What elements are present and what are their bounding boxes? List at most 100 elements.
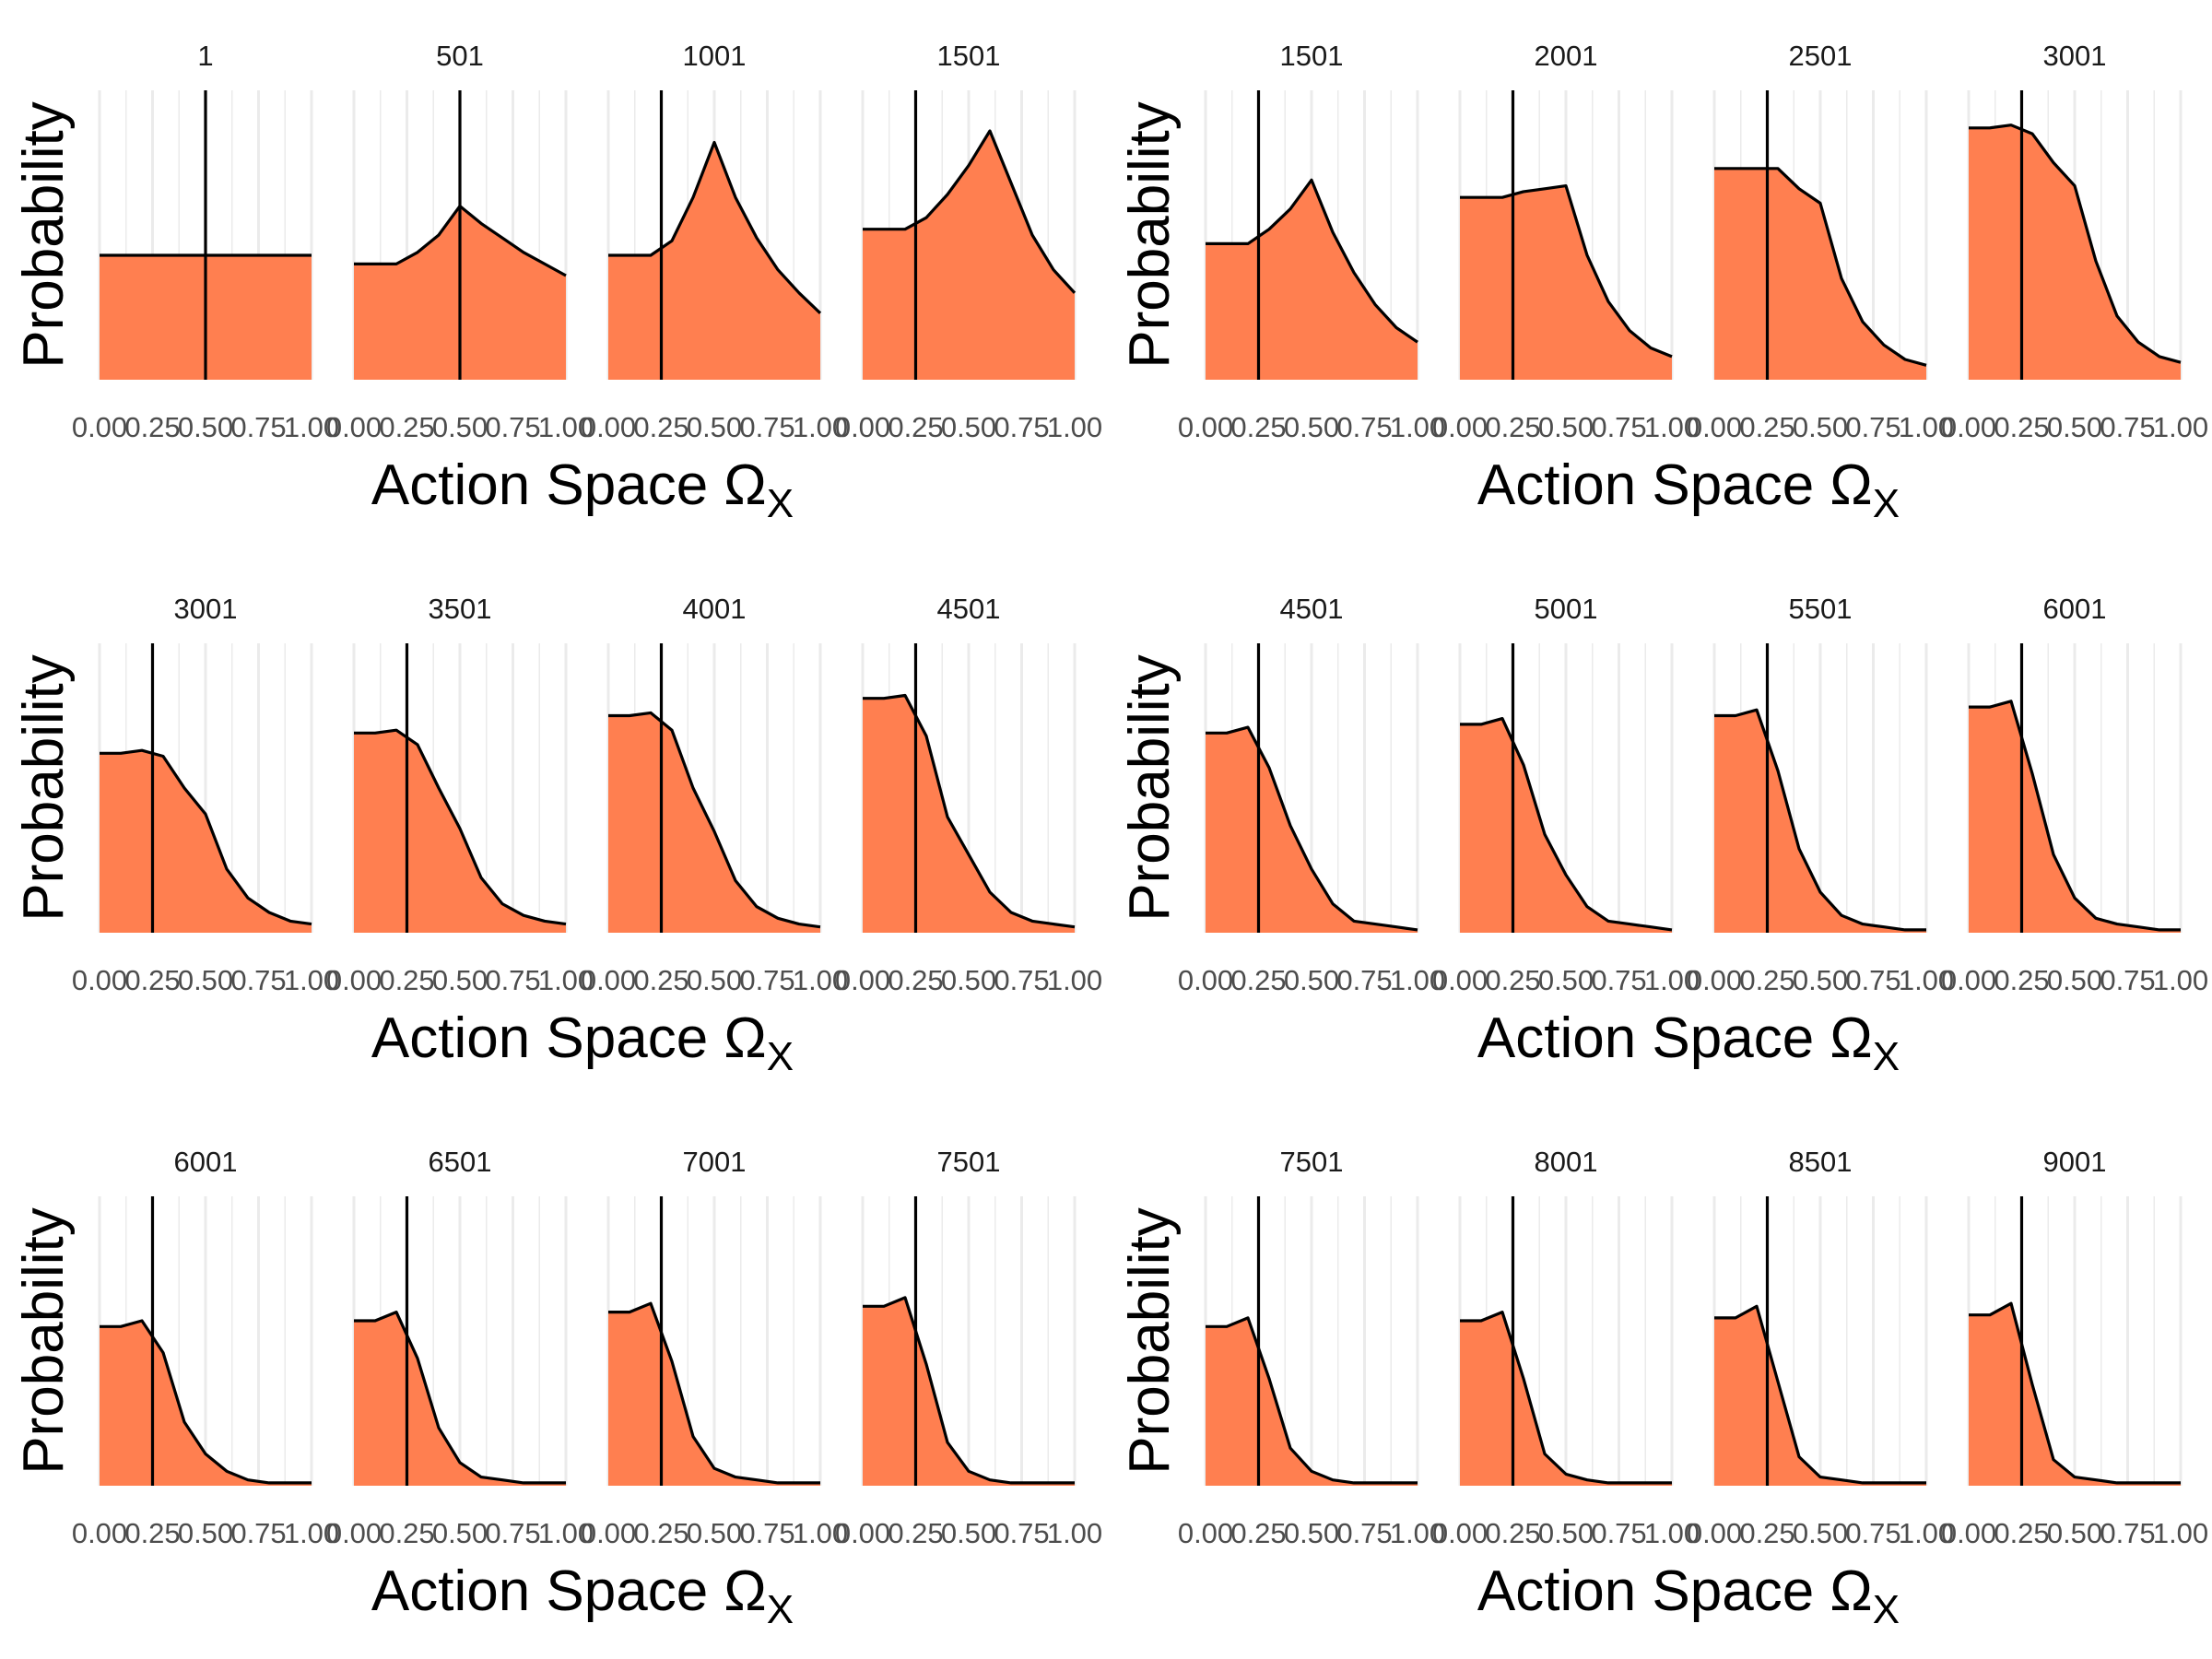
x-tick-label: 0.00	[1178, 1517, 1233, 1549]
density-line	[1969, 124, 2182, 364]
density-line	[1460, 1310, 1672, 1485]
facet-title: 4501	[937, 593, 1001, 625]
x-tick-label: 1.00	[284, 411, 339, 443]
facet-title: 1501	[1280, 40, 1344, 72]
x-tick-label: 1.00	[538, 964, 594, 996]
density-line	[1460, 184, 1673, 359]
x-axis-label-main: Action Space Ω	[371, 1006, 767, 1070]
x-tick-label: 1.00	[284, 1517, 339, 1549]
facet-title: 5501	[1789, 593, 1853, 625]
x-tick-label: 0.00	[1432, 964, 1488, 996]
x-tick-label: 1.00	[1390, 964, 1445, 996]
x-tick-label: 1.00	[2153, 1517, 2208, 1549]
x-tick-label: 0.50	[2047, 411, 2102, 443]
x-tick-label: 0.25	[124, 964, 180, 996]
x-tick-label: 1.00	[1899, 964, 1954, 996]
x-tick-label: 0.00	[835, 964, 890, 996]
density-line	[608, 140, 822, 314]
x-tick-label: 0.00	[1687, 964, 1742, 996]
x-tick-label: 1.00	[793, 1517, 848, 1549]
x-tick-label: 0.75	[2100, 1517, 2155, 1549]
x-tick-label: 0.25	[1230, 411, 1286, 443]
facet-title: 1001	[683, 40, 747, 72]
y-axis-label: Probability	[12, 101, 76, 368]
y-axis-label: Probability	[12, 1207, 76, 1474]
x-tick-label: 0.75	[739, 964, 794, 996]
x-tick-label: 0.50	[2047, 1517, 2102, 1549]
x-tick-label: 1.00	[538, 411, 594, 443]
x-tick-label: 0.75	[485, 964, 540, 996]
facet-panel: 2001 0.000.250.500.751.00	[1432, 40, 1700, 443]
y-axis-label: Probability	[1118, 654, 1182, 921]
x-tick-label: 0.50	[178, 964, 233, 996]
facet-title: 7501	[1280, 1146, 1344, 1178]
facet-title: 3001	[174, 593, 238, 625]
x-axis-label-subscript: X	[767, 1034, 794, 1079]
density-line	[1460, 716, 1673, 932]
x-tick-label: 1.00	[538, 1517, 594, 1549]
density-line	[354, 1310, 566, 1485]
x-tick-label: 0.50	[1284, 964, 1339, 996]
x-tick-label: 0.25	[1230, 964, 1286, 996]
facet-title: 9001	[2043, 1146, 2107, 1178]
x-axis-label-subscript: X	[1873, 481, 1900, 526]
facet-panel: 9001 0.000.250.500.751.00	[1941, 1146, 2208, 1549]
x-tick-label: 0.50	[941, 1517, 996, 1549]
density-line	[1714, 1304, 1926, 1485]
x-tick-label: 1.00	[1644, 964, 1700, 996]
density-line	[1714, 708, 1926, 932]
facet-title: 1501	[937, 40, 1001, 72]
x-tick-label: 0.75	[485, 411, 540, 443]
x-tick-label: 0.75	[485, 1517, 540, 1549]
x-tick-label: 0.50	[687, 964, 742, 996]
x-tick-label: 1.00	[2153, 411, 2208, 443]
x-tick-label: 0.50	[432, 964, 488, 996]
facet-panel: 8501 0.000.250.500.751.00	[1687, 1146, 1954, 1549]
x-tick-label: 0.25	[1739, 411, 1794, 443]
facet-panel: 1501 0.000.250.500.751.00	[1178, 40, 1445, 443]
density-line	[863, 693, 1076, 929]
x-tick-label: 0.25	[1485, 964, 1540, 996]
x-tick-label: 0.00	[72, 1517, 127, 1549]
x-tick-label: 0.25	[633, 964, 688, 996]
x-axis-label: Action Space ΩX	[371, 453, 794, 526]
density-line	[608, 1301, 820, 1485]
x-tick-label: 0.00	[581, 411, 636, 443]
facet-panel: 501 0.000.250.500.751.00	[326, 40, 594, 443]
x-tick-label: 1.00	[1644, 411, 1700, 443]
facet-panel: 6001 0.000.250.500.751.00	[1941, 593, 2208, 996]
facet-panel: 7501 0.000.250.500.751.00	[835, 1146, 1102, 1549]
x-tick-label: 1.00	[793, 964, 848, 996]
x-tick-label: 0.50	[2047, 964, 2102, 996]
x-axis-label-main: Action Space Ω	[1477, 1006, 1873, 1070]
facet-title: 5001	[1535, 593, 1598, 625]
facet-panel: 8001 0.000.250.500.751.00	[1432, 1146, 1700, 1549]
x-tick-label: 0.50	[687, 411, 742, 443]
facet-title: 2501	[1789, 40, 1853, 72]
facet-panel: 6501 0.000.250.500.751.00	[326, 1146, 594, 1549]
facet-panel: 5501 0.000.250.500.751.00	[1687, 593, 1954, 996]
x-axis-label-subscript: X	[1873, 1034, 1900, 1079]
density-line	[1969, 700, 2181, 932]
density-line	[354, 728, 567, 926]
facet-title: 6501	[429, 1146, 492, 1178]
x-tick-label: 0.50	[178, 1517, 233, 1549]
x-tick-label: 0.25	[1994, 411, 2049, 443]
x-tick-label: 0.00	[326, 1517, 382, 1549]
x-tick-label: 1.00	[1390, 1517, 1445, 1549]
x-axis-label-subscript: X	[1873, 1587, 1900, 1632]
x-tick-label: 0.00	[72, 411, 127, 443]
x-tick-label: 0.50	[432, 411, 488, 443]
facet-title: 4501	[1280, 593, 1344, 625]
x-tick-label: 0.25	[379, 411, 434, 443]
x-tick-label: 0.75	[994, 1517, 1049, 1549]
facet-title: 7501	[937, 1146, 1001, 1178]
x-tick-label: 0.50	[1284, 1517, 1339, 1549]
x-tick-label: 0.75	[1336, 411, 1392, 443]
x-tick-label: 0.25	[888, 1517, 943, 1549]
x-tick-label: 0.00	[1941, 964, 1996, 996]
